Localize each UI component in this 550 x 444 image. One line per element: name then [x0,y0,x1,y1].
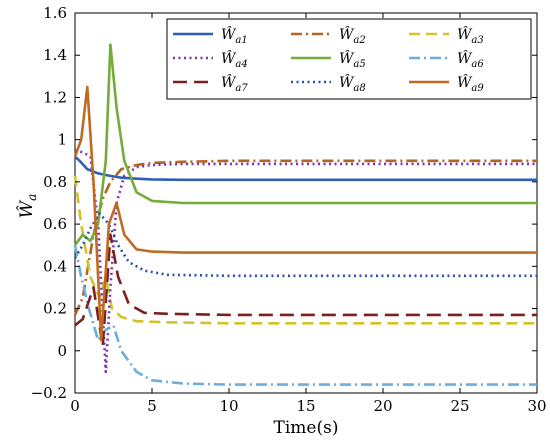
series-line-a1 [74,155,537,182]
y-axis-label-sub: a [25,194,39,201]
x-tick-label: 0 [70,397,80,415]
y-tick-label: 0.6 [43,215,67,233]
x-tick-label: 20 [373,397,392,415]
series-line-a5 [73,43,537,246]
y-axis-label-main: Ŵ [16,199,37,218]
y-axis-label: Ŵa [16,194,39,219]
legend-entry-a5: Ŵa5 [339,49,366,70]
legend-entry-a4: Ŵa4 [221,49,248,70]
series-line-a6 [73,244,537,386]
legend-box [166,18,532,100]
series-line-a7 [74,233,537,348]
y-tick-label: 0.2 [43,300,67,318]
svg-text:Ŵa: Ŵa [16,194,39,219]
legend-entry-a9: Ŵa9 [457,73,484,94]
x-tick-label: 10 [219,397,238,415]
series-line-a9 [73,85,537,342]
legend-entry-a7: Ŵa7 [221,73,248,94]
legend-entry-a3: Ŵa3 [457,25,484,46]
legend-entry-a6: Ŵa6 [457,49,484,70]
y-tick-label: −0.2 [31,384,67,402]
x-tick-label: 5 [147,397,157,415]
legend: Ŵa1 Ŵa2 Ŵa3 Ŵa4 Ŵa5 Ŵa6 Ŵa7 Ŵa8 Ŵa9 [166,18,532,100]
y-tick-label: 1.6 [43,4,67,22]
series-line-a2 [73,159,537,316]
legend-entry-a1: Ŵa1 [221,25,248,46]
y-tick-label: 1 [57,131,67,149]
y-tick-label: 0.4 [43,257,67,275]
x-tick-label: 25 [450,397,469,415]
legend-entry-a8: Ŵa8 [339,73,366,94]
x-axis: 0 5 10 15 20 25 30 [70,13,547,415]
y-tick-label: 0.8 [43,173,67,191]
y-axis: −0.2 0 0.2 0.4 0.6 0.8 1 1.2 1.4 1.6 [31,4,537,402]
series-layer [73,43,537,386]
y-tick-label: 1.2 [43,88,67,106]
series-line-a3 [73,175,537,325]
x-axis-label: Time(s) [274,418,339,438]
x-tick-label: 15 [296,397,315,415]
y-tick-label: 0 [57,342,67,360]
x-tick-label: 30 [527,397,546,415]
legend-entry-a2: Ŵa2 [339,25,366,46]
y-tick-label: 1.4 [43,46,67,64]
